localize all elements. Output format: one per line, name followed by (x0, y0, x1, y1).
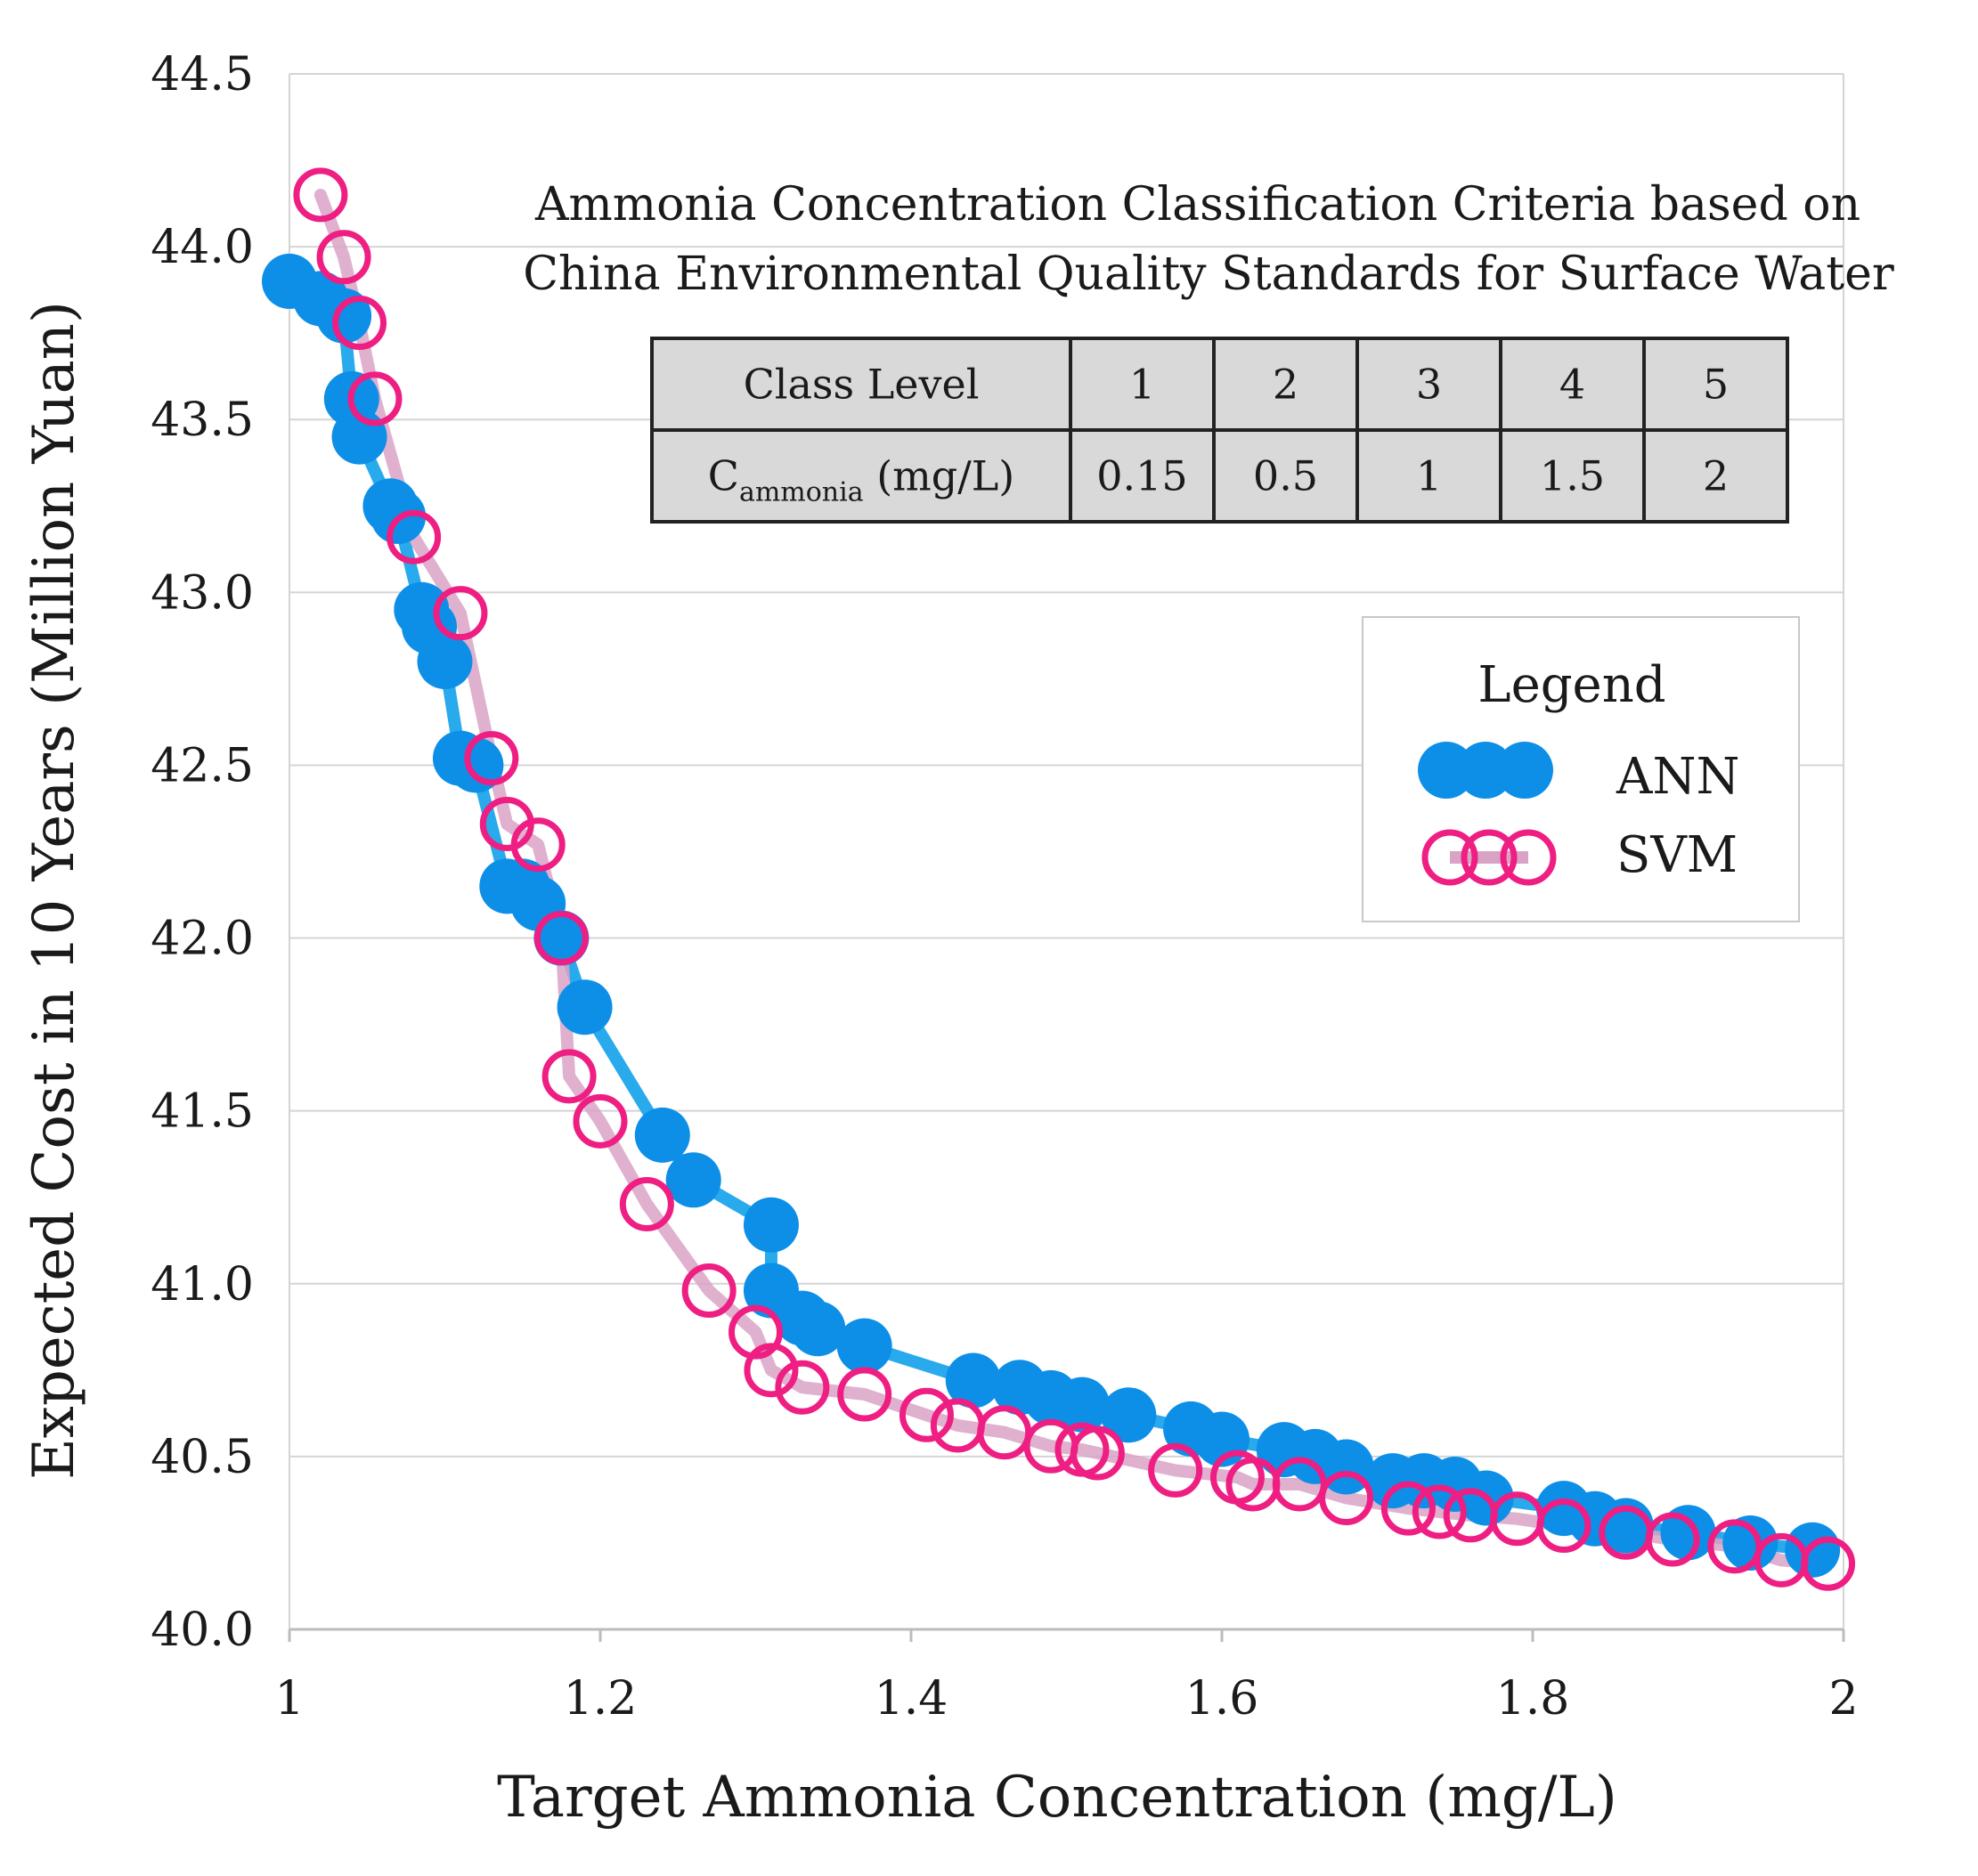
table-concentration-value: 2 (1703, 452, 1729, 500)
legend-label-ann: ANN (1616, 748, 1739, 806)
legend: Legend ANN SVM (1362, 616, 1800, 922)
svm-point (729, 1304, 783, 1360)
y-tick-label: 42.5 (151, 739, 254, 792)
table-class-level: 4 (1559, 361, 1585, 409)
table-class-level: 5 (1703, 361, 1729, 409)
ann-point (665, 1152, 721, 1208)
table-row-label: Cammonia (mg/L) (708, 452, 1014, 508)
ann-point (1785, 1522, 1841, 1578)
svm-point (510, 817, 566, 873)
classification-table: Class Level 1 2 3 4 5 0.15 0.5 1 1.5 2 Cammonia (mg… (650, 337, 1789, 524)
legend-svm-marker (1461, 829, 1518, 886)
y-axis-title: Expected Cost in 10 Years (Million Yuan) (21, 301, 87, 1480)
ann-point (634, 1107, 690, 1163)
y-tick-label: 42.0 (151, 913, 254, 966)
table-class-level: 3 (1416, 361, 1442, 409)
axes (288, 74, 1845, 1642)
ann-point (790, 1301, 846, 1357)
x-tick-labels: 1 1.2 1.4 1.6 1.8 2 (274, 1672, 1858, 1726)
legend-svm-marker (1421, 829, 1478, 886)
table-concentration-value: 0.5 (1253, 452, 1318, 500)
ann-point (836, 1318, 892, 1374)
svm-point (1536, 1498, 1591, 1554)
ann-point (1722, 1515, 1779, 1571)
svm-point (347, 371, 403, 426)
svm-point (899, 1387, 954, 1442)
svm-point (1645, 1512, 1700, 1567)
x-tick-label: 1.2 (564, 1672, 638, 1726)
svm-point (1319, 1470, 1374, 1525)
legend-ann-marker (1496, 742, 1553, 799)
legend-ann-marker (1457, 742, 1514, 799)
svm-point (681, 1263, 737, 1319)
ann-point (448, 737, 504, 793)
legend-label-svm: SVM (1616, 826, 1738, 884)
svm-point (744, 1343, 799, 1398)
y-tick-label: 41.0 (151, 1258, 254, 1312)
svm-point (1801, 1536, 1856, 1591)
ann-point (316, 288, 372, 344)
x-axis-title: Target Ammonia Concentration (mg/L) (497, 1765, 1617, 1831)
gridlines (289, 73, 1844, 1630)
legend-title: Legend (1477, 656, 1665, 714)
svm-point (1070, 1425, 1125, 1481)
x-tick-label: 2 (1828, 1672, 1858, 1726)
table-concentration-value: 0.15 (1096, 452, 1187, 500)
x-tick-label: 1 (274, 1672, 304, 1726)
svm-point (775, 1360, 830, 1415)
svm-point (1412, 1484, 1467, 1539)
svm-point (332, 296, 387, 351)
legend-ann-swatch (1418, 742, 1553, 799)
svm-point (1380, 1481, 1436, 1536)
legend-svm-swatch (1421, 829, 1557, 886)
inset-title-line-1: Ammonia Concentration Classification Cri… (534, 178, 1860, 231)
table-concentration-value: 1.5 (1540, 452, 1605, 500)
inset-title-line-2: China Environmental Quality Standards fo… (523, 248, 1894, 301)
series-svm-markers (293, 167, 1856, 1591)
svm-point (464, 731, 519, 786)
ann-point (533, 910, 590, 966)
svm-point (316, 230, 371, 285)
y-tick-label: 43.0 (151, 566, 254, 620)
table-concentration-value: 1 (1416, 452, 1442, 500)
ann-point (1054, 1377, 1110, 1433)
table-class-level: 2 (1273, 361, 1298, 409)
x-tick-label: 1.6 (1185, 1672, 1259, 1726)
svm-point (533, 911, 589, 966)
svm-point (573, 1093, 628, 1149)
table-header-label: Class Level (744, 361, 980, 409)
y-tick-label: 44.5 (151, 48, 254, 102)
y-tick-label: 43.5 (151, 394, 254, 447)
svm-point (1148, 1442, 1203, 1498)
series-ann-markers (262, 253, 1841, 1578)
svm-point (541, 1049, 597, 1104)
ann-point (557, 979, 613, 1035)
inset-table-group: Ammonia Concentration Classification Cri… (523, 178, 1894, 524)
svm-point (293, 167, 348, 223)
y-tick-labels: 40.0 40.5 41.0 41.5 42.0 42.5 43.0 43.5 44.0 44.5 (151, 48, 254, 1657)
ann-point (945, 1352, 1001, 1409)
ann-point (417, 633, 473, 689)
y-tick-label: 44.0 (151, 221, 254, 274)
y-tick-label: 40.5 (151, 1431, 254, 1484)
x-tick-label: 1.4 (875, 1672, 948, 1726)
y-tick-label: 40.0 (151, 1604, 254, 1657)
svm-point (433, 586, 488, 641)
table-header-row (652, 338, 1787, 430)
table-value-row (652, 430, 1787, 522)
table-class-level: 1 (1129, 361, 1155, 409)
ann-point (1101, 1387, 1157, 1443)
ann-point (743, 1197, 799, 1253)
svm-point (387, 509, 442, 564)
y-tick-label: 41.5 (151, 1085, 254, 1139)
ann-point (1660, 1505, 1716, 1561)
svm-point (619, 1176, 674, 1231)
x-tick-label: 1.8 (1496, 1672, 1570, 1726)
legend-svm-marker (1500, 829, 1557, 886)
legend-ann-marker (1418, 742, 1475, 799)
svm-point (837, 1367, 892, 1422)
